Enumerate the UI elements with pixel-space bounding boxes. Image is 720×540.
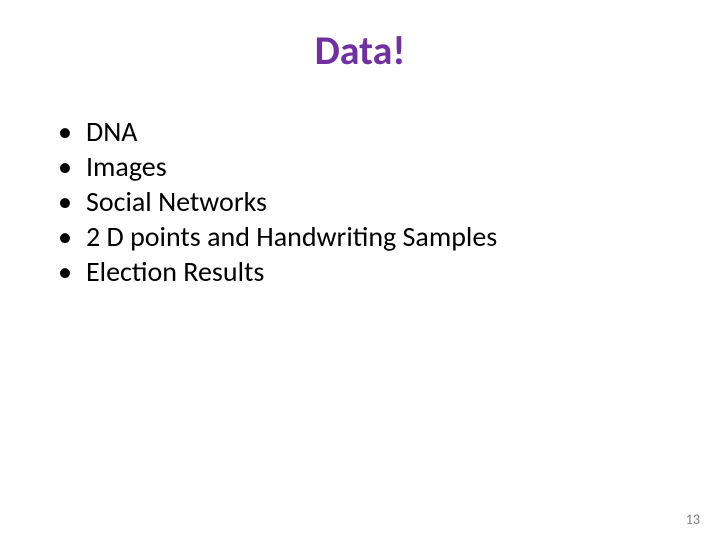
page-number: 13 (686, 511, 700, 528)
bullet-list: DNA Images Social Networks 2 D points an… (50, 114, 497, 289)
list-item: Social Networks (50, 184, 497, 219)
list-item: DNA (50, 114, 497, 149)
list-item-text: Images (86, 149, 167, 184)
list-item: 2 D points and Handwriting Samples (50, 219, 497, 254)
list-item-text: Election Results (86, 254, 264, 289)
list-item-text: 2 D points and Handwriting Samples (86, 219, 497, 254)
list-item: Images (50, 149, 497, 184)
list-item: Election Results (50, 254, 497, 289)
list-item-text: Social Networks (86, 184, 267, 219)
slide-title: Data! (0, 26, 720, 75)
list-item-text: DNA (86, 114, 138, 149)
